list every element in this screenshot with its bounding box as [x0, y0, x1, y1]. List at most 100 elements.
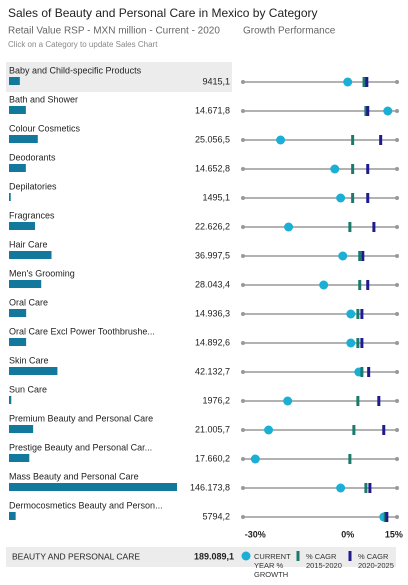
bar	[9, 164, 26, 172]
range-end	[241, 457, 245, 461]
bar	[9, 483, 177, 491]
bar	[9, 367, 58, 375]
range-end	[395, 138, 399, 142]
growth-dot	[330, 164, 340, 174]
category-label: Premium Beauty and Personal Care	[9, 413, 153, 423]
range-end	[395, 109, 399, 113]
range-end	[241, 254, 245, 258]
cagr-marker	[358, 251, 362, 261]
x-tick-label: 0%	[341, 529, 354, 539]
growth-dot	[343, 77, 353, 87]
total-label: BEAUTY AND PERSONAL CARE	[12, 551, 140, 561]
growth-dot	[336, 193, 346, 203]
category-label: Depilatories	[9, 181, 57, 191]
value-label: 14.652,8	[195, 163, 230, 173]
cagr-marker	[366, 164, 370, 174]
range-end	[395, 312, 399, 316]
cagr-marker	[348, 454, 352, 464]
bar	[9, 454, 30, 462]
legend-label: % CAGR 2020-2025	[358, 552, 394, 570]
growth-dot	[338, 251, 348, 261]
category-label: Dermocosmetics Beauty and Person...	[9, 500, 163, 510]
cagr-marker	[358, 280, 362, 290]
value-label: 25.056,5	[195, 134, 230, 144]
growth-dot	[336, 483, 346, 493]
range-end	[395, 370, 399, 374]
cagr-marker	[356, 309, 360, 319]
range-end	[241, 515, 245, 519]
legend-swatch	[348, 551, 352, 561]
range-end	[395, 283, 399, 287]
value-label: 28.043,4	[195, 279, 230, 289]
cagr-marker	[360, 338, 364, 348]
bar	[9, 77, 20, 85]
value-label: 14.671,8	[195, 105, 230, 115]
range-end	[241, 486, 245, 490]
value-label: 22.626,2	[195, 221, 230, 231]
subtitle: Retail Value RSP - MXN million - Current…	[8, 26, 220, 37]
category-label: Mass Beauty and Personal Care	[9, 471, 139, 481]
value-label: 1976,2	[202, 395, 230, 405]
range-end	[241, 283, 245, 287]
category-label: Baby and Child-specific Products	[9, 65, 142, 75]
range-end	[395, 515, 399, 519]
cagr-marker	[368, 483, 372, 493]
range-end	[241, 196, 245, 200]
legend-swatch	[241, 551, 251, 561]
hint: Click on a Category to update Sales Char…	[8, 40, 158, 49]
range-end	[395, 196, 399, 200]
cagr-marker	[379, 135, 383, 145]
range-end	[395, 254, 399, 258]
value-label: 146.173,8	[190, 482, 230, 492]
cagr-marker	[360, 367, 364, 377]
cagr-marker	[383, 512, 387, 522]
range-end	[241, 370, 245, 374]
cagr-marker	[356, 396, 360, 406]
growth-dot	[276, 135, 286, 145]
total-value: 189.089,1	[194, 551, 234, 561]
row-highlight	[6, 62, 232, 92]
growth-dot	[346, 338, 356, 348]
title: Sales of Beauty and Personal Care in Mex…	[8, 6, 318, 20]
category-label: Skin Care	[9, 355, 49, 365]
range-end	[395, 486, 399, 490]
category-label: Sun Care	[9, 384, 47, 394]
cagr-marker	[356, 338, 360, 348]
growth-dot	[383, 106, 393, 116]
bar	[9, 425, 34, 433]
cagr-marker	[360, 309, 364, 319]
value-label: 1495,1	[202, 192, 230, 202]
cagr-marker	[365, 77, 369, 87]
range-end	[395, 457, 399, 461]
category-label: Oral Care Excl Power Toothbrushe...	[9, 326, 155, 336]
cagr-marker	[361, 251, 365, 261]
range-end	[241, 109, 245, 113]
range-end	[241, 399, 245, 403]
value-label: 17.660,2	[195, 453, 230, 463]
bar	[9, 512, 16, 520]
cagr-marker	[366, 280, 370, 290]
cagr-marker	[366, 106, 370, 116]
category-label: Prestige Beauty and Personal Car...	[9, 442, 152, 452]
cagr-marker	[377, 396, 381, 406]
cagr-marker	[385, 512, 389, 522]
range-end	[241, 167, 245, 171]
category-label: Oral Care	[9, 297, 48, 307]
range-end	[241, 312, 245, 316]
cagr-marker	[364, 483, 368, 493]
range-end	[241, 225, 245, 229]
range-end	[395, 428, 399, 432]
growth-dot	[250, 454, 260, 464]
range-end	[241, 341, 245, 345]
range-end	[241, 138, 245, 142]
bar	[9, 193, 11, 201]
cagr-marker	[348, 222, 352, 232]
cagr-marker	[351, 135, 355, 145]
x-tick-label: -30%	[245, 529, 266, 539]
bar	[9, 396, 12, 404]
growth-dot	[346, 309, 356, 319]
legend-swatch	[296, 551, 300, 561]
x-tick-label: 15%	[385, 529, 403, 539]
